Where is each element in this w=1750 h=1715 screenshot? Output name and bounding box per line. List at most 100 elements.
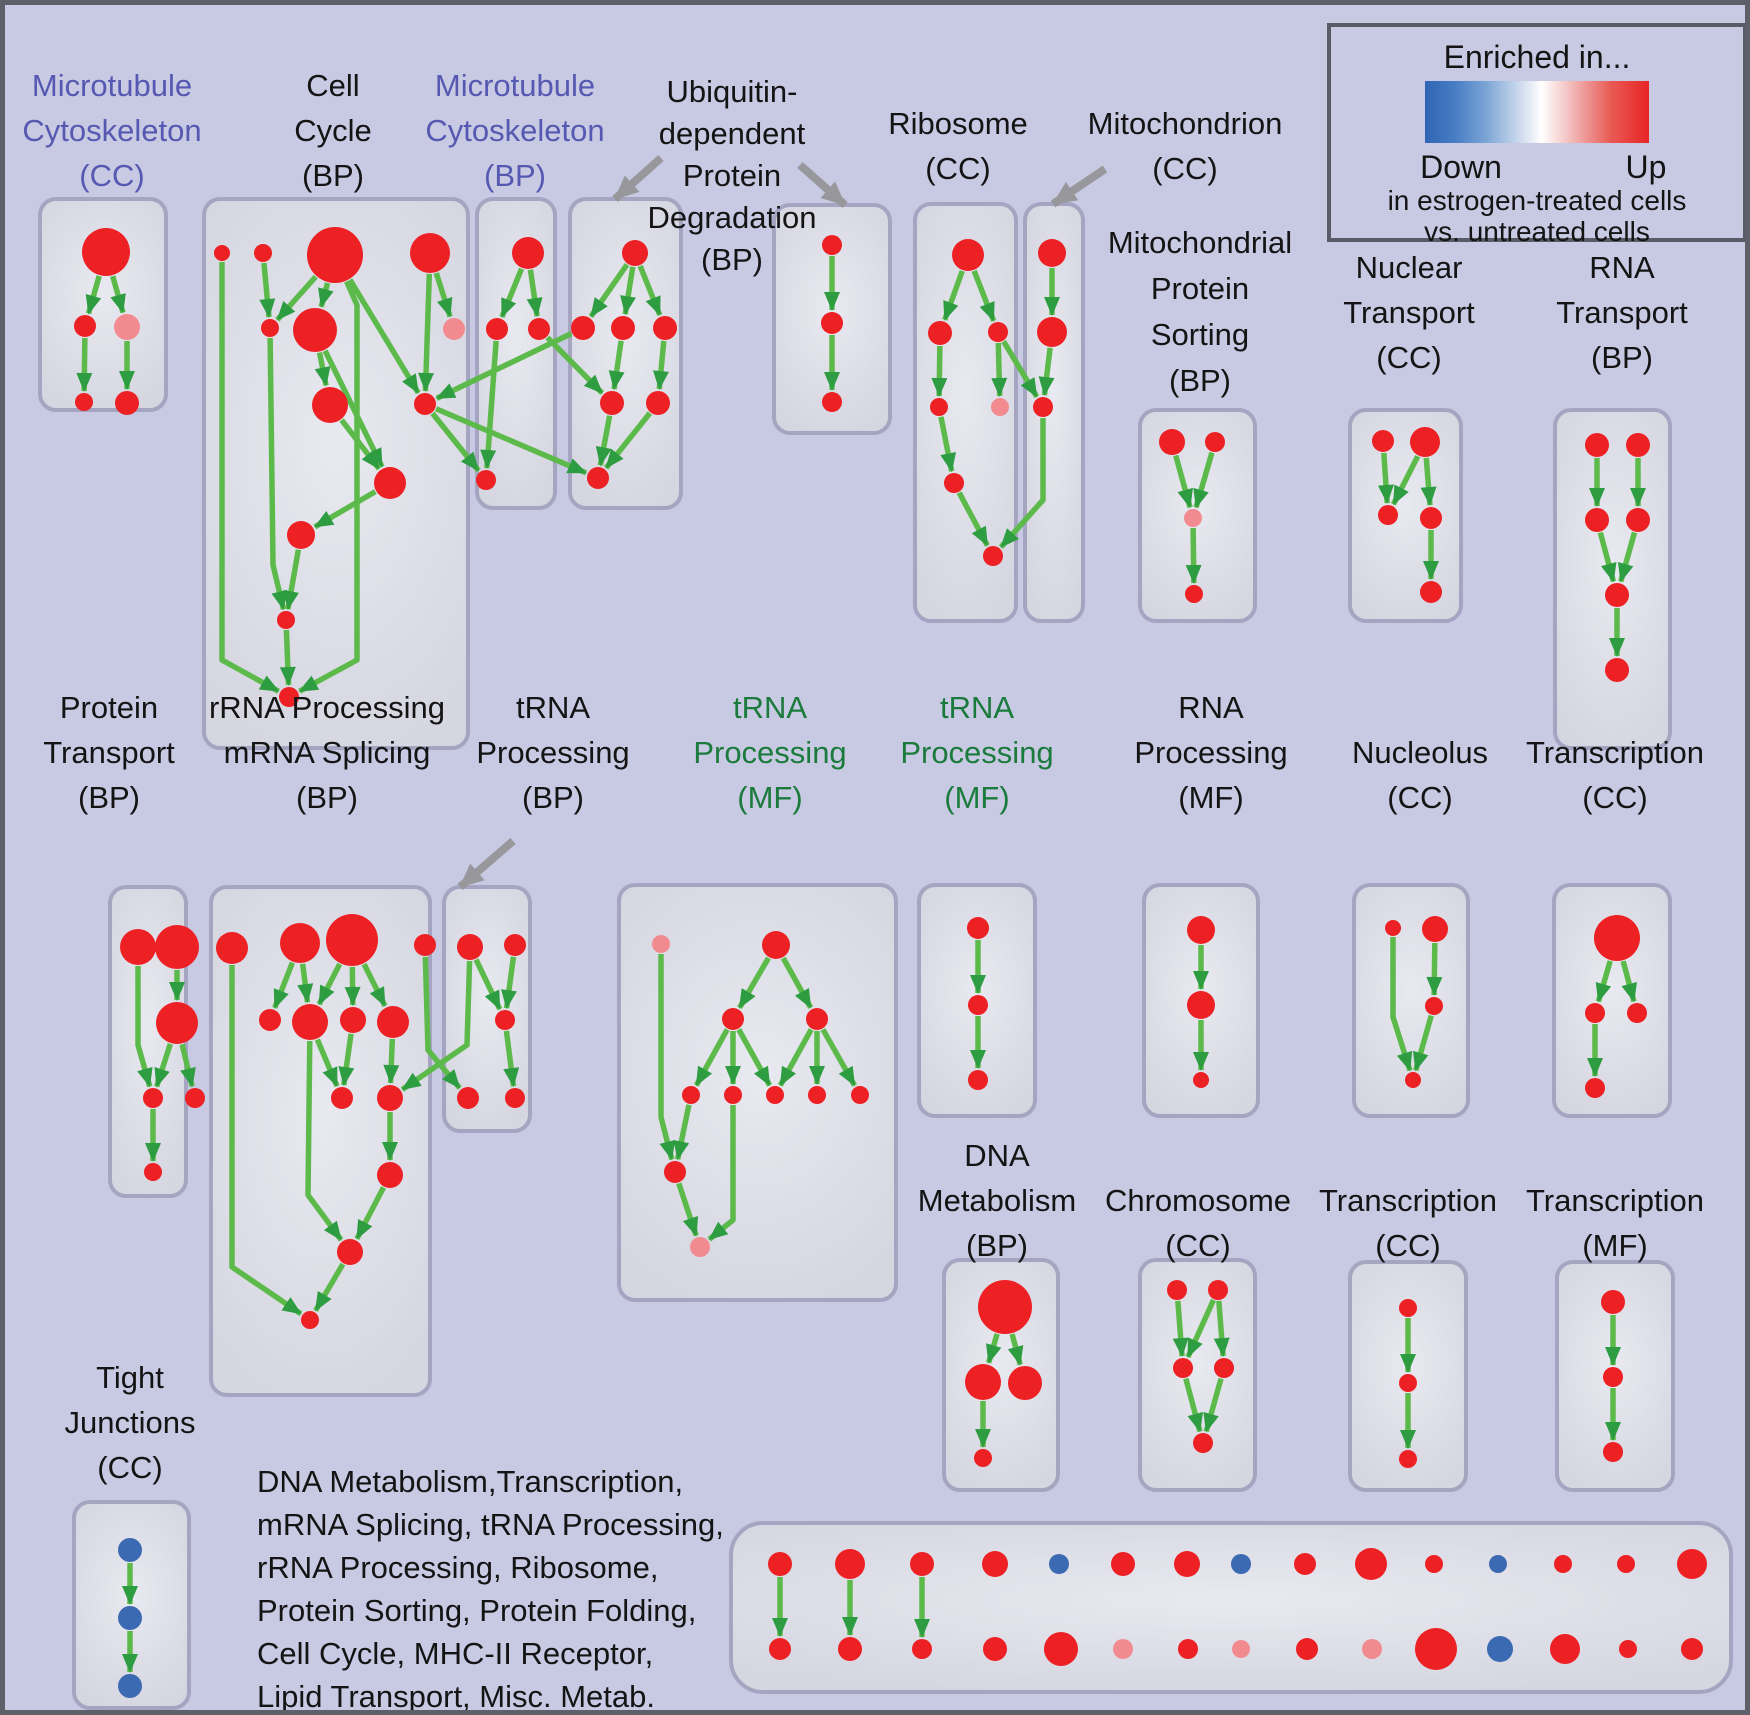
group-label-mitochondrion-cc: Mitochondrion (CC) (1087, 106, 1283, 186)
gene-node-x1 (1603, 1367, 1623, 1387)
gene-node-t4 (505, 1088, 525, 1108)
edge-t2-t4 (503, 1030, 520, 1088)
edge-f1-f3 (1420, 457, 1437, 507)
gene-node-bt14 (1677, 1549, 1707, 1579)
gene-node-bt12 (1554, 1555, 1572, 1573)
edge-r5-r6 (956, 491, 990, 547)
gene-node-c12 (279, 687, 299, 707)
edge-g9-g10 (676, 1182, 699, 1237)
edge-p2-p3 (154, 1043, 173, 1088)
gene-node-g1 (762, 931, 790, 959)
edge-g3-g8 (820, 1028, 857, 1087)
edge-M2-r6 (998, 418, 1046, 549)
edge-r3-r5 (938, 416, 957, 473)
edge-r1-r3 (931, 345, 948, 398)
group-label-cell-cycle-bp: Cell Cycle (BP) (294, 68, 372, 193)
edge-q2-q5 (316, 962, 343, 1006)
edge-c8-u6 (434, 406, 588, 476)
gene-node-f4 (1420, 581, 1442, 603)
gene-node-q2 (326, 914, 378, 966)
gene-node-bt9 (1355, 1548, 1387, 1580)
group-label-ribosome-cc: Ribosome (CC) (888, 106, 1028, 186)
gene-node-bb7 (1232, 1640, 1250, 1658)
gene-node-q3 (414, 934, 436, 956)
gene-node-r4 (991, 398, 1009, 416)
edge-g2-g6 (736, 1028, 773, 1087)
group-label-rna-processing-mf: RNA Processing (MF) (1134, 690, 1288, 815)
gene-node-bt5 (1111, 1552, 1135, 1576)
edge-q3-t3 (422, 956, 462, 1090)
edge-c10-c11 (283, 549, 302, 611)
group-box-tight-junctions-cc (72, 1500, 191, 1710)
gene-node-q5 (292, 1004, 328, 1040)
edge-c2-c4 (275, 274, 318, 322)
callout-arrow-3 (457, 837, 516, 891)
edge-q5-q8 (314, 1038, 340, 1088)
legend-up-label: Up (1625, 149, 1667, 185)
gene-node-i2 (1193, 1072, 1209, 1088)
gene-node-r1 (928, 321, 952, 345)
gene-node-g10 (690, 1237, 710, 1257)
gene-node-m1 (486, 318, 508, 340)
edge-c3-c6 (433, 272, 453, 318)
edge-q5-q11 (305, 1040, 344, 1242)
gene-node-z0 (118, 1538, 142, 1562)
gene-node-j3 (1626, 508, 1650, 532)
gene-node-r6 (983, 546, 1003, 566)
gene-node-q1 (280, 923, 320, 963)
edge-c2-c12 (298, 280, 360, 694)
group-label-transcription-cc: Transcription (CC) (1525, 735, 1705, 815)
gene-node-d0 (978, 1280, 1032, 1334)
gene-node-z2 (118, 1674, 142, 1698)
gene-node-c3 (410, 233, 450, 273)
callout-arrow-1 (797, 162, 848, 208)
edge-c11-c12 (279, 629, 296, 687)
gene-node-h2 (968, 1070, 988, 1090)
legend-gradient-bar (1425, 81, 1649, 143)
gene-node-bt7 (1231, 1554, 1251, 1574)
edge-e1-e2 (1193, 451, 1215, 509)
edge-c2-c5 (318, 282, 334, 308)
group-box-cell-cycle-bp (202, 197, 470, 750)
gene-node-u1 (571, 316, 595, 340)
edge-c5-c7 (314, 352, 331, 387)
edge-u0-u2 (620, 266, 636, 316)
edge-m2-u4 (545, 335, 605, 395)
gene-node-bb8 (1296, 1638, 1318, 1660)
gene-node-bb11 (1487, 1636, 1513, 1662)
gene-node-bt10 (1425, 1555, 1443, 1573)
gene-node-bt8 (1294, 1553, 1316, 1575)
gene-node-g7 (808, 1086, 826, 1104)
edge-c2-c8 (347, 278, 421, 395)
edge-q6-q8 (338, 1033, 355, 1087)
legend-subtitle-line1: in estrogen-treated cells (1387, 185, 1687, 216)
edge-k1-k3 (1213, 1300, 1230, 1358)
gene-node-bb4 (1044, 1632, 1078, 1666)
gene-node-M1 (1037, 317, 1067, 347)
edge-c5-c9 (322, 349, 385, 469)
group-label-tight-junctions-cc: Tight Junctions (CC) (64, 1360, 196, 1485)
gene-node-p1 (155, 925, 199, 969)
gene-node-n2 (1425, 997, 1443, 1015)
edge-u2-u4 (608, 340, 625, 391)
callout-arrow-0 (612, 155, 664, 202)
gene-node-g4 (682, 1086, 700, 1104)
gene-node-d3 (974, 1449, 992, 1467)
gene-node-n3 (1405, 1072, 1421, 1088)
gene-node-u5 (646, 391, 670, 415)
group-label-dna-metabolism-bp: DNA Metabolism (BP) (917, 1138, 1077, 1263)
edge-c9-c10 (313, 489, 377, 530)
edge-u3-u5 (653, 340, 669, 391)
gene-node-k4 (1193, 1433, 1213, 1453)
gene-node-a2 (114, 314, 140, 340)
gene-node-a1 (74, 315, 96, 337)
edge-a0-a2 (110, 275, 126, 314)
group-label-trna-processing-mf-2: tRNA Processing (MF) (900, 690, 1054, 815)
gene-node-m2 (528, 318, 550, 340)
edge-g4-g9 (673, 1104, 692, 1161)
gene-node-s3 (1585, 1078, 1605, 1098)
gene-node-g3 (806, 1008, 828, 1030)
edge-j2-j4 (1597, 531, 1617, 583)
group-label-trna-processing-bp: tRNA Processing (BP) (476, 690, 630, 815)
gene-node-c6 (443, 318, 465, 340)
